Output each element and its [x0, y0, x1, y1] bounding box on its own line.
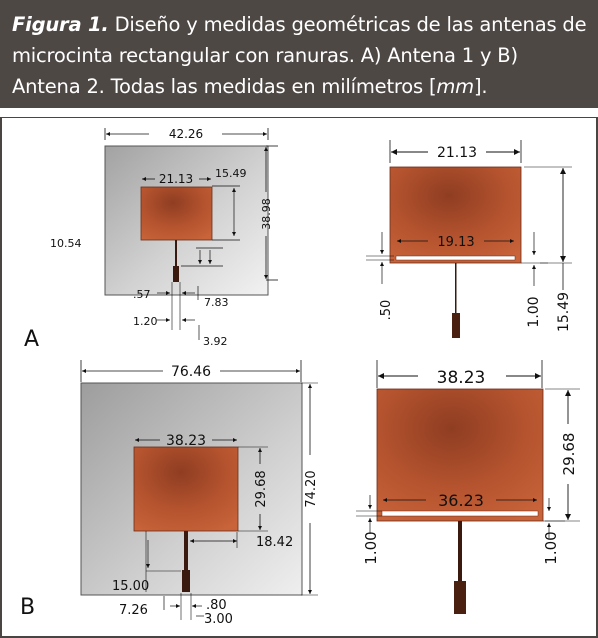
- antenna1-ground-width: 42.26: [169, 127, 203, 141]
- antenna2-patch: [133, 446, 239, 532]
- panel-label-a: A: [24, 327, 39, 352]
- antenna1-top-feedline: [455, 263, 457, 315]
- antenna1-top-view: 21.13 19.13 .50 1.00 15.49: [366, 140, 572, 338]
- caption-text-part2: ].: [473, 75, 488, 98]
- antenna2-feed-offset: 7.26: [119, 603, 148, 618]
- antenna1-top-patch-width: 21.13: [437, 145, 477, 161]
- antenna1-feedline: [175, 240, 177, 268]
- antenna2-slot: [381, 510, 539, 517]
- antenna1-patch: [140, 186, 213, 241]
- antenna1-left-offset: 10.54: [50, 237, 82, 250]
- antenna1-gap-top: 15.49: [215, 167, 247, 180]
- antenna2-top-patch: [376, 388, 544, 522]
- antenna2-patch-height: 29.68: [254, 470, 269, 507]
- antenna2-feed-length: 15.00: [112, 579, 149, 594]
- antenna2-top-connector: [454, 581, 466, 614]
- antenna2-feed-connector: [182, 570, 190, 592]
- antenna1-slot-length: 19.13: [437, 235, 474, 250]
- antenna1-feed-inset: 3.92: [203, 335, 228, 348]
- antenna1-top-patch-height: 15.49: [556, 292, 572, 332]
- panel-label-b: B: [20, 595, 35, 620]
- antenna1-feed-length: 7.83: [204, 296, 229, 309]
- antenna1-slot: [395, 255, 516, 261]
- figure-caption: Figura 1. Diseño y medidas geométricas d…: [0, 0, 598, 108]
- antenna2-slot-width: 1.00: [362, 531, 380, 564]
- antenna1-feed-gap: 1.20: [133, 315, 158, 328]
- antenna1-feed-connector: [173, 266, 179, 282]
- antenna2-feed-width: .80: [206, 598, 227, 613]
- antenna1-feed-width: .57: [133, 288, 151, 301]
- antenna2-feed-gap: 3.00: [204, 612, 233, 627]
- antenna2-top-feedline: [458, 521, 462, 583]
- antenna2-patch-width: 38.23: [166, 433, 206, 449]
- antenna2-top-view: 38.23 29.68 36.23 1.00 1.00: [356, 360, 580, 614]
- antenna1-ground-height: 38.98: [260, 198, 273, 230]
- antenna2-feedline: [184, 531, 188, 572]
- caption-separator: [0, 108, 598, 118]
- antenna1-patch-width: 21.13: [159, 172, 193, 186]
- antenna2-top-patch-height: 29.68: [560, 433, 578, 476]
- antenna2-slot-length: 36.23: [438, 491, 484, 510]
- antenna1-ground-view: 42.26 38.98 21.13 15.49 10.54 .57 7.83 1…: [50, 127, 278, 348]
- antenna2-patch-offset-right: 18.42: [256, 535, 293, 550]
- antenna1-slot-offset: 1.00: [526, 296, 542, 327]
- antenna1-top-patch: [389, 166, 522, 264]
- antenna2-ground-height: 74.20: [304, 470, 319, 507]
- antenna1-slot-width: .50: [379, 300, 394, 321]
- caption-unit: mm: [436, 75, 474, 98]
- figure-label: Figura 1.: [12, 13, 109, 36]
- antenna2-top-patch-width: 38.23: [437, 368, 486, 388]
- antenna2-ground-view: 76.46 74.20 38.23 29.68 18.42 15.00 7.26: [80, 360, 319, 627]
- caption-text-part1: Diseño y medidas geométricas de las ante…: [12, 13, 587, 98]
- antenna2-slot-offset: 1.00: [542, 531, 560, 564]
- antenna2-ground-width: 76.46: [171, 364, 211, 380]
- antenna1-top-connector: [452, 313, 460, 338]
